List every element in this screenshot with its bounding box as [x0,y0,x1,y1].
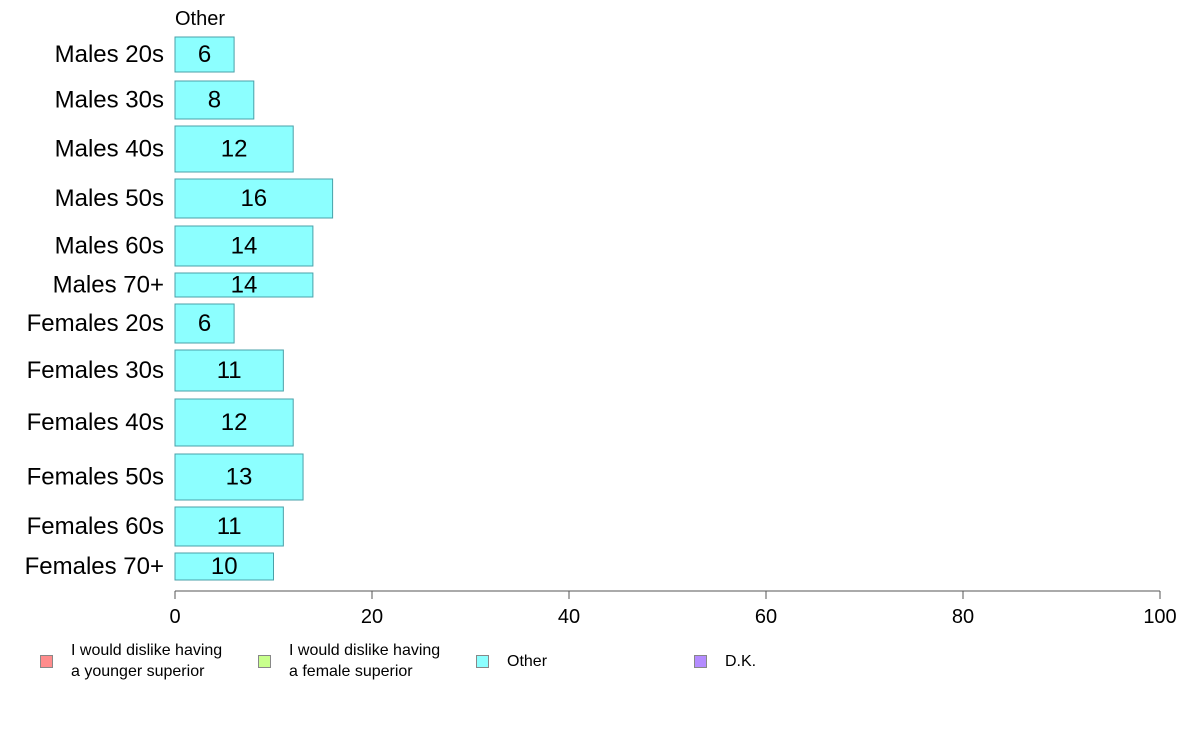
value-label-females-40s: 12 [221,409,248,436]
category-label-males-70plus: Males 70+ [53,272,164,299]
bar-males-70plus [174,272,314,298]
value-label-males-40s: 12 [221,136,248,163]
legend-label-female-superior: I would dislike having a female superior [289,642,441,680]
bar-males-20s [174,36,235,73]
legend: I would dislike having a younger superio… [0,640,1188,700]
x-tick-label-60: 60 [755,606,777,628]
legend-swatch-female-superior [258,654,271,668]
bar-males-60s [174,225,314,267]
legend-item-other: Other [476,651,547,672]
legend-item-female-superior: I would dislike having a female superior [258,640,440,682]
bar-females-30s [174,349,284,392]
category-label-females-30s: Females 30s [27,357,164,384]
legend-item-younger-superior: I would dislike having a younger superio… [40,640,222,682]
bar-females-20s [174,303,235,344]
category-label-males-30s: Males 30s [55,87,164,114]
value-label-males-70plus: 14 [231,272,258,299]
value-label-females-20s: 6 [198,310,211,337]
legend-label-younger-superior: I would dislike having a younger superio… [71,642,223,680]
bars-group: Males 20s 6 Males 30s 8 Males 40s 12 Males 50s… [25,36,334,581]
bar-males-30s [174,80,255,120]
value-label-males-30s: 8 [208,87,221,114]
category-label-females-60s: Females 60s [27,513,164,540]
category-label-females-40s: Females 40s [27,409,164,436]
value-label-males-60s: 14 [231,233,258,260]
bar-males-50s [174,178,334,219]
x-tick-label-80: 80 [952,606,974,628]
bar-females-60s [174,506,284,547]
legend-label-dk: D.K. [725,653,757,670]
x-tick-label-0: 0 [169,606,180,628]
category-label-males-40s: Males 40s [55,136,164,163]
bar-females-70plus [174,552,274,581]
x-tick-label-100: 100 [1143,606,1176,628]
value-label-females-70plus: 10 [211,553,238,580]
value-label-males-50s: 16 [240,185,267,212]
bar-males-40s [174,125,294,173]
x-axis: 0 20 40 60 80 100 [169,590,1177,628]
legend-swatch-younger-superior [40,654,53,668]
value-label-females-50s: 13 [226,464,253,491]
value-label-males-20s: 6 [198,41,211,68]
x-tick-label-20: 20 [361,606,383,628]
value-label-females-30s: 11 [217,357,242,384]
value-label-females-60s: 11 [217,513,242,540]
legend-item-dk: D.K. [694,651,756,672]
legend-swatch-other [476,655,489,668]
legend-label-other: Other [507,653,548,670]
category-label-females-70plus: Females 70+ [25,553,164,580]
category-label-males-60s: Males 60s [55,233,164,260]
legend-swatch-dk [694,655,707,668]
category-label-females-20s: Females 20s [27,310,164,337]
bar-females-40s [174,398,294,447]
panel-title: Other [175,8,225,30]
bar-females-50s [174,453,304,501]
category-label-males-50s: Males 50s [55,185,164,212]
category-label-females-50s: Females 50s [27,464,164,491]
category-label-males-20s: Males 20s [55,41,164,68]
x-tick-label-40: 40 [558,606,580,628]
